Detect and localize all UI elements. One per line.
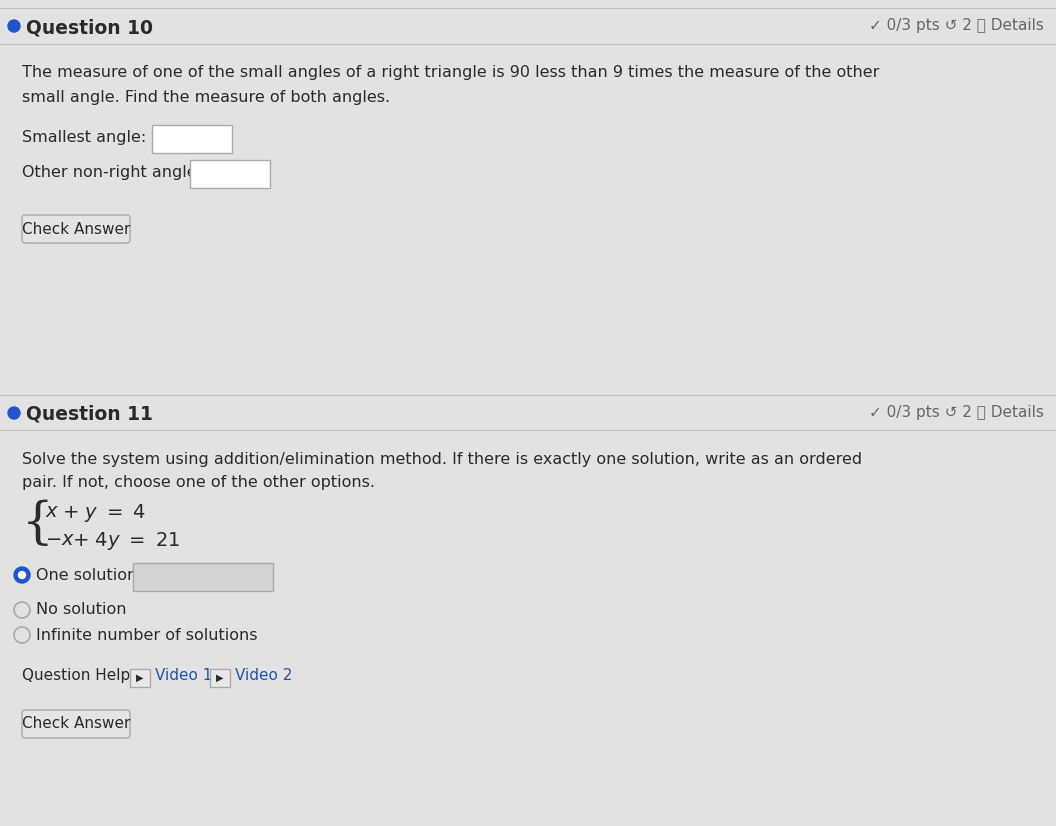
- Text: Question 10: Question 10: [26, 18, 153, 37]
- Text: Question Help:: Question Help:: [22, 668, 135, 683]
- Text: $+\ y\ =\ 4$: $+\ y\ =\ 4$: [62, 502, 146, 524]
- FancyBboxPatch shape: [22, 710, 130, 738]
- Bar: [152, 125, 232, 153]
- Bar: [190, 160, 270, 188]
- Text: Video 1: Video 1: [155, 668, 212, 683]
- Text: ▶: ▶: [136, 673, 144, 683]
- Circle shape: [14, 627, 30, 643]
- Text: Other non-right angle:: Other non-right angle:: [22, 165, 202, 180]
- Text: Smallest angle:: Smallest angle:: [22, 130, 146, 145]
- Text: {: {: [22, 500, 54, 549]
- Text: ▶: ▶: [216, 673, 224, 683]
- Text: Solve the system using addition/elimination method. If there is exactly one solu: Solve the system using addition/eliminat…: [22, 452, 862, 467]
- Text: ✓ 0/3 pts ↺ 2 ⓘ Details: ✓ 0/3 pts ↺ 2 ⓘ Details: [869, 405, 1044, 420]
- Circle shape: [19, 572, 25, 578]
- Circle shape: [8, 20, 20, 32]
- Text: Video 2: Video 2: [235, 668, 293, 683]
- Text: Check Answer: Check Answer: [22, 716, 130, 732]
- Bar: [210, 669, 230, 687]
- Text: The measure of one of the small angles of a right triangle is 90 less than 9 tim: The measure of one of the small angles o…: [22, 65, 880, 80]
- FancyBboxPatch shape: [22, 215, 130, 243]
- Bar: [130, 669, 150, 687]
- Text: $-x$: $-x$: [45, 530, 75, 549]
- Circle shape: [14, 602, 30, 618]
- Text: $x$: $x$: [45, 502, 59, 521]
- Text: small angle. Find the measure of both angles.: small angle. Find the measure of both an…: [22, 90, 390, 105]
- Text: No solution: No solution: [36, 602, 127, 618]
- Circle shape: [8, 407, 20, 419]
- Text: Check Answer: Check Answer: [22, 221, 130, 236]
- Text: Infinite number of solutions: Infinite number of solutions: [36, 628, 258, 643]
- Circle shape: [14, 567, 30, 583]
- Bar: [133, 563, 274, 591]
- Text: Question 11: Question 11: [26, 405, 153, 424]
- Text: One solution:: One solution:: [36, 567, 143, 582]
- Text: $+\ 4y\ =\ 21$: $+\ 4y\ =\ 21$: [72, 530, 181, 552]
- Text: ✓ 0/3 pts ↺ 2 ⓘ Details: ✓ 0/3 pts ↺ 2 ⓘ Details: [869, 18, 1044, 33]
- Text: pair. If not, choose one of the other options.: pair. If not, choose one of the other op…: [22, 475, 375, 490]
